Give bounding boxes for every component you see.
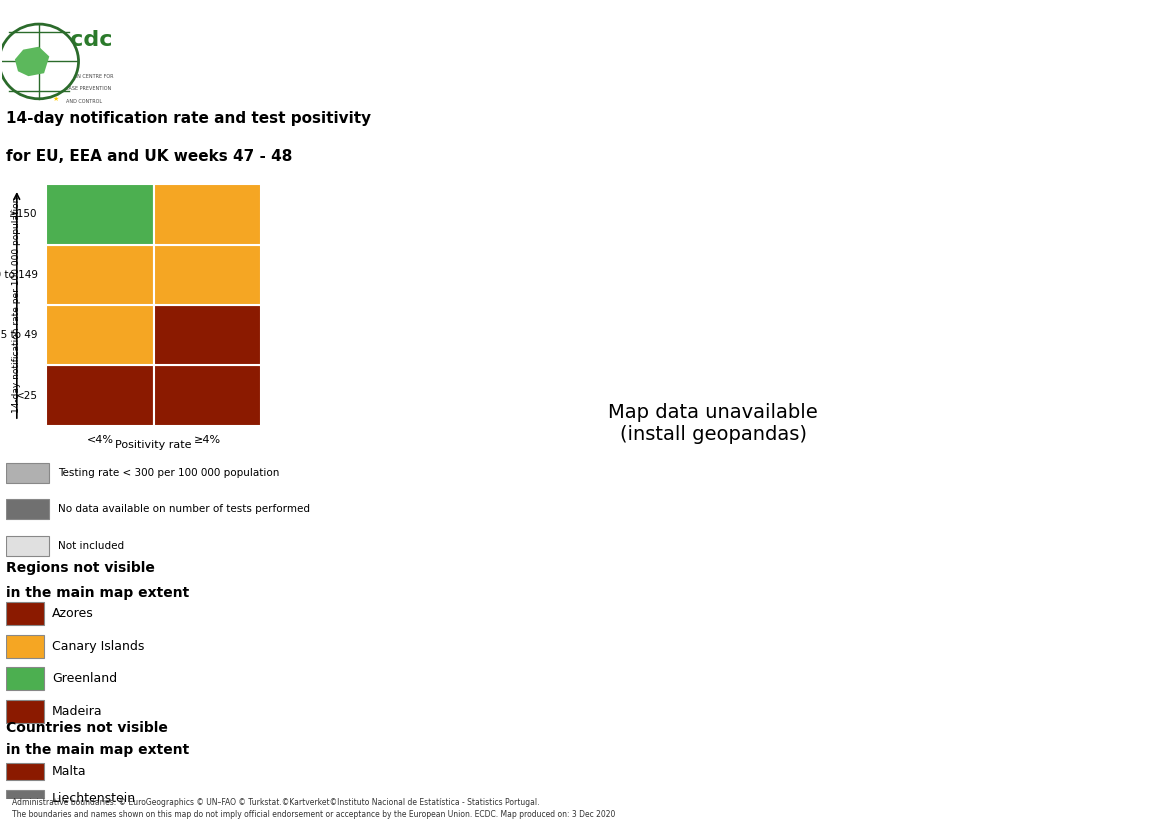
Bar xyxy=(46,305,153,365)
Bar xyxy=(6,667,44,690)
Text: Positivity rate: Positivity rate xyxy=(116,440,191,450)
Circle shape xyxy=(0,24,79,99)
Text: ecdc: ecdc xyxy=(55,29,113,50)
Bar xyxy=(153,365,261,426)
Bar xyxy=(6,762,44,780)
Text: Madeira: Madeira xyxy=(52,705,103,718)
Text: Azores: Azores xyxy=(52,607,94,620)
Text: Canary Islands: Canary Islands xyxy=(52,640,145,653)
Bar xyxy=(6,536,50,556)
Text: No data available on number of tests performed: No data available on number of tests per… xyxy=(58,505,310,514)
Text: Malta: Malta xyxy=(52,765,87,778)
Bar xyxy=(6,463,50,482)
Text: Greenland: Greenland xyxy=(52,672,117,686)
Text: <25: <25 xyxy=(16,391,38,400)
Text: Map data unavailable
(install geopandas): Map data unavailable (install geopandas) xyxy=(609,403,818,444)
Bar xyxy=(46,184,153,245)
Bar xyxy=(46,365,153,426)
Text: EUROPEAN CENTRE FOR: EUROPEAN CENTRE FOR xyxy=(55,74,114,79)
Text: ★: ★ xyxy=(52,96,59,102)
Text: Administrative boundaries: © EuroGeographics © UN–FAO © Turkstat.©Kartverket©Ins: Administrative boundaries: © EuroGeograp… xyxy=(12,798,539,807)
Text: Testing rate < 300 per 100 000 population: Testing rate < 300 per 100 000 populatio… xyxy=(58,468,278,477)
Bar xyxy=(6,635,44,658)
Text: DISEASE PREVENTION: DISEASE PREVENTION xyxy=(57,87,111,92)
Text: for EU, EEA and UK weeks 47 - 48: for EU, EEA and UK weeks 47 - 48 xyxy=(6,149,292,164)
Text: 14-day notification rate per 100 000 population: 14-day notification rate per 100 000 pop… xyxy=(13,197,21,414)
Text: AND CONTROL: AND CONTROL xyxy=(66,99,102,104)
Bar xyxy=(6,700,44,723)
Bar xyxy=(153,184,261,245)
Text: 50 to 149: 50 to 149 xyxy=(0,270,38,280)
Text: 25 to 49: 25 to 49 xyxy=(0,330,38,340)
Text: Countries not visible: Countries not visible xyxy=(6,721,168,735)
Text: ≥150: ≥150 xyxy=(9,210,38,219)
Text: Not included: Not included xyxy=(58,541,124,550)
Text: Regions not visible: Regions not visible xyxy=(6,561,154,575)
Polygon shape xyxy=(15,47,49,76)
Text: ≥4%: ≥4% xyxy=(194,435,220,445)
Bar xyxy=(6,790,44,807)
Text: Liechtenstein: Liechtenstein xyxy=(52,792,136,805)
Text: in the main map extent: in the main map extent xyxy=(6,743,189,757)
Text: in the main map extent: in the main map extent xyxy=(6,586,189,600)
Bar xyxy=(6,500,50,519)
Bar xyxy=(153,245,261,305)
Text: <4%: <4% xyxy=(87,435,114,445)
Text: The boundaries and names shown on this map do not imply official endorsement or : The boundaries and names shown on this m… xyxy=(12,811,615,819)
Bar xyxy=(6,602,44,625)
Bar xyxy=(153,305,261,365)
Text: 14-day notification rate and test positivity: 14-day notification rate and test positi… xyxy=(6,111,371,125)
Bar xyxy=(46,245,153,305)
